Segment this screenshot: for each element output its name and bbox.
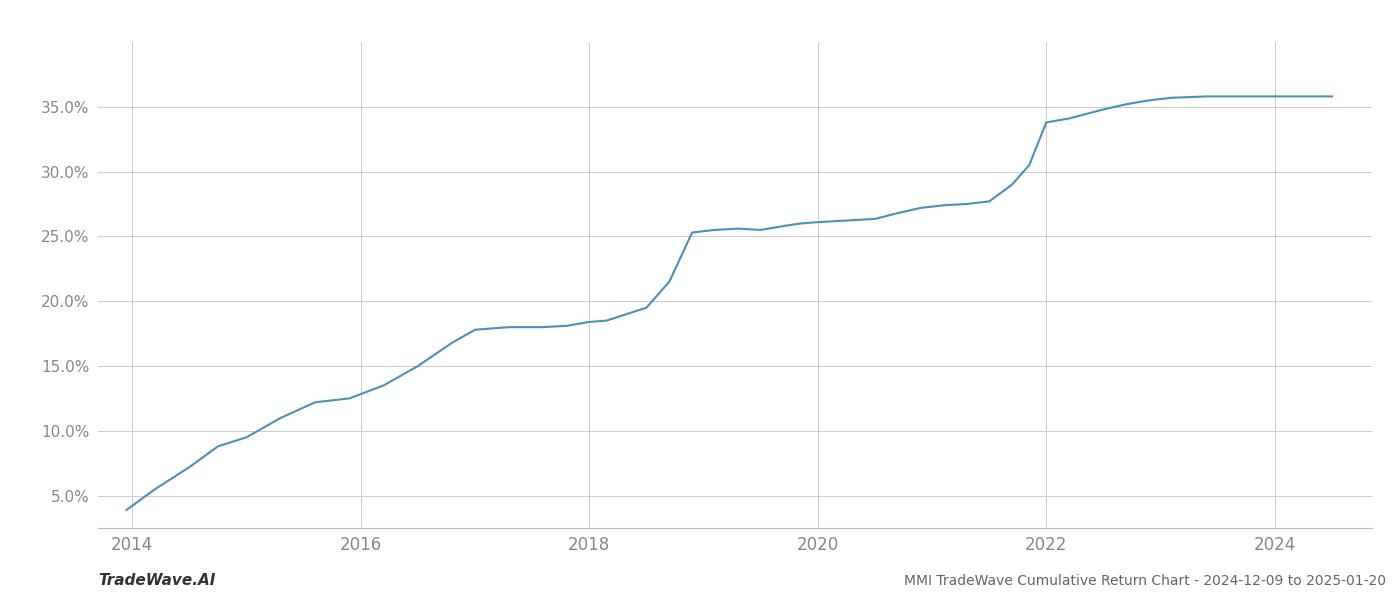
Text: MMI TradeWave Cumulative Return Chart - 2024-12-09 to 2025-01-20: MMI TradeWave Cumulative Return Chart - …: [904, 574, 1386, 588]
Text: TradeWave.AI: TradeWave.AI: [98, 573, 216, 588]
